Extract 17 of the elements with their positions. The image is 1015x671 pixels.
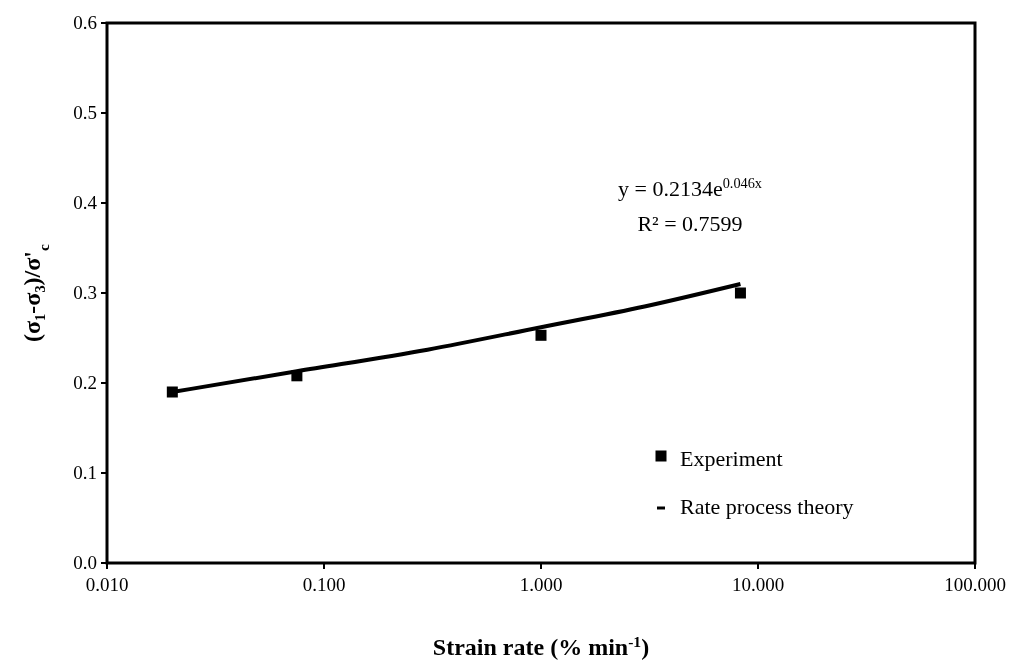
y-tick-label: 0.1 [73,462,97,483]
y-tick-label: 0.4 [73,192,98,213]
y-tick-label: 0.0 [73,552,97,573]
x-tick-label: 0.010 [85,574,129,595]
y-tick-label: 0.6 [73,12,97,33]
x-tick-label: 0.100 [302,574,346,595]
y-tick-label: 0.5 [73,102,97,123]
annotation: y = 0.2134e$^{0.046x}$ [618,175,762,201]
x-tick-label: 100.000 [944,574,1006,595]
y-tick-label: 0.3 [73,282,97,303]
annotation: R² = 0.7599 [637,211,743,236]
legend-label: Rate process theory [680,494,854,519]
x-tick-label: 1.000 [519,574,563,595]
x-tick-label: 10.000 [731,574,785,595]
legend-label: Experiment [680,446,783,471]
x-axis-title: Strain rate (% min$^{-1}$) [432,632,650,660]
y-tick-label: 0.2 [73,372,97,393]
